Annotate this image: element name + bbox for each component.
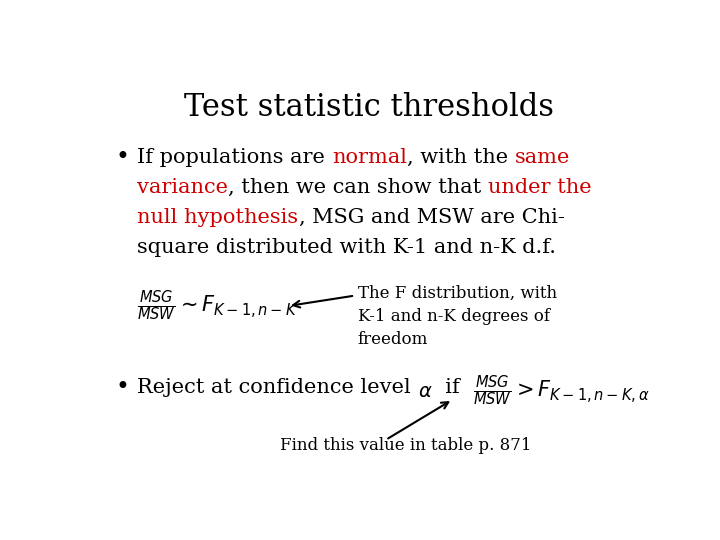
Text: $\frac{MSG}{MSW} \sim F_{K-1,n-K}$: $\frac{MSG}{MSW} \sim F_{K-1,n-K}$ <box>138 289 298 323</box>
Text: same: same <box>515 148 570 167</box>
Text: freedom: freedom <box>358 331 428 348</box>
Text: The F distribution, with: The F distribution, with <box>358 285 557 302</box>
Text: Test statistic thresholds: Test statistic thresholds <box>184 92 554 123</box>
Text: under the: under the <box>488 178 592 197</box>
Text: •: • <box>115 375 129 399</box>
Text: Reject at confidence level: Reject at confidence level <box>138 377 418 396</box>
Text: $\frac{MSG}{MSW} > F_{K-1,n-K,\alpha}$: $\frac{MSG}{MSW} > F_{K-1,n-K,\alpha}$ <box>473 374 650 408</box>
Text: normal: normal <box>332 148 407 167</box>
Text: if: if <box>433 377 473 396</box>
Text: Find this value in table p. 871: Find this value in table p. 871 <box>280 437 531 454</box>
Text: square distributed with K-1 and n-K d.f.: square distributed with K-1 and n-K d.f. <box>138 238 557 257</box>
Text: , then we can show that: , then we can show that <box>228 178 488 197</box>
Text: K-1 and n-K degrees of: K-1 and n-K degrees of <box>358 308 550 325</box>
Text: •: • <box>115 146 129 169</box>
Text: If populations are: If populations are <box>138 148 332 167</box>
Text: , MSG and MSW are Chi-: , MSG and MSW are Chi- <box>299 208 564 227</box>
Text: , with the: , with the <box>407 148 515 167</box>
Text: $\alpha$: $\alpha$ <box>418 382 433 401</box>
Text: variance: variance <box>138 178 228 197</box>
Text: null hypothesis: null hypothesis <box>138 208 299 227</box>
